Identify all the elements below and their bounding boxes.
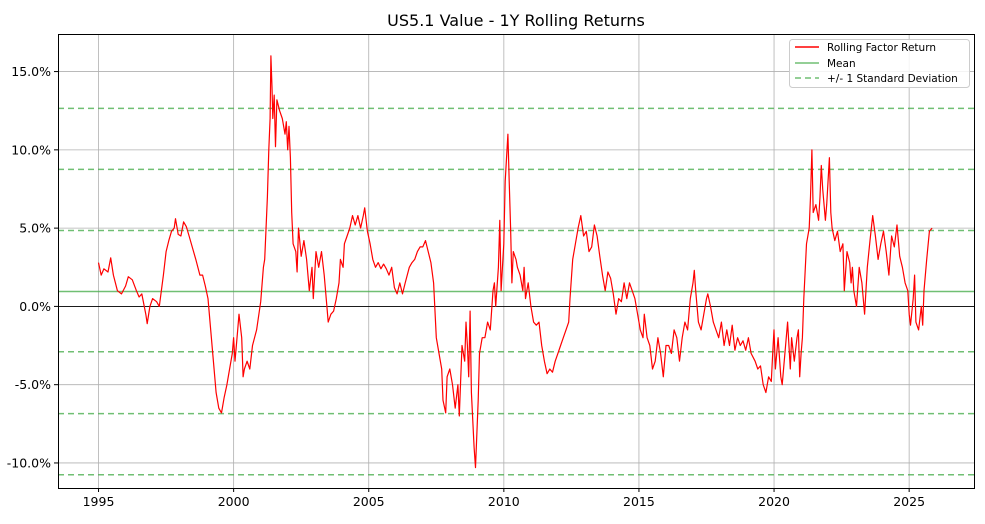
legend: Rolling Factor Return Mean +/- 1 Standar…: [789, 39, 970, 88]
reference-lines: [58, 107, 974, 476]
y-tick-label: 5.0%: [19, 221, 51, 236]
y-tick-label: 0.0%: [19, 299, 51, 314]
plot-frame: [58, 34, 975, 489]
y-tick-label: -10.0%: [7, 455, 51, 470]
x-tick-label: 2010: [488, 494, 520, 509]
y-tick-label: 10.0%: [11, 142, 51, 157]
x-tick-label: 2015: [623, 494, 655, 509]
series-layer: [97, 55, 933, 469]
chart-title: US5.1 Value - 1Y Rolling Returns: [387, 11, 645, 30]
legend-box: [789, 39, 970, 88]
x-tick-label: 2025: [893, 494, 925, 509]
y-tick-label: -5.0%: [15, 377, 51, 392]
x-axis: 1995 2000 2005 2010 2015 2020 2025: [83, 488, 925, 509]
y-tick-label: 15.0%: [11, 64, 51, 79]
x-tick-label: 1995: [83, 494, 115, 509]
x-tick-label: 2020: [758, 494, 790, 509]
y-axis: -10.0% -5.0% 0.0% 5.0% 10.0% 15.0%: [7, 64, 58, 470]
legend-label-mean: Mean: [827, 58, 856, 70]
x-tick-label: 2000: [218, 494, 250, 509]
x-tick-label: 2005: [353, 494, 385, 509]
legend-label-std: +/- 1 Standard Deviation: [827, 73, 958, 85]
rolling-return-line: [97, 55, 933, 469]
legend-label-series: Rolling Factor Return: [827, 42, 936, 54]
